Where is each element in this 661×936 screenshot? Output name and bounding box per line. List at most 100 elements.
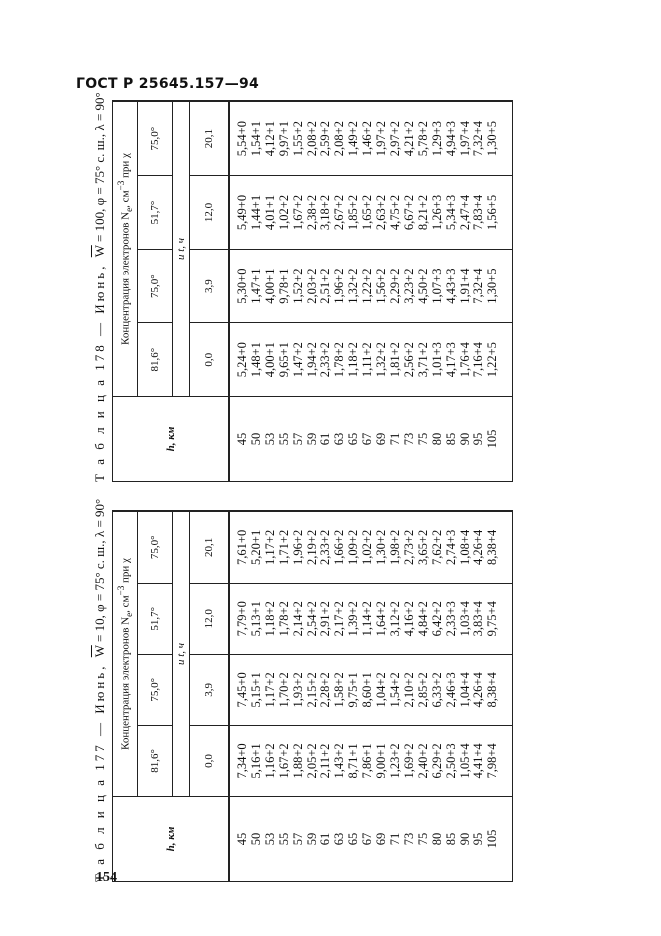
time-header: 3,9 [189,249,229,323]
table-cell: 1,55+2 [290,121,305,157]
time-header: 0,0 [189,725,229,797]
table-cell: 3,12+2 [387,601,402,637]
table-cell: 1,43+2 [332,743,347,779]
table-cell: 2,74+3 [443,529,458,565]
table-cell: 6,33+2 [429,672,444,708]
table-cell: 8,38+4 [485,672,500,708]
table-cell: 4,00+1 [262,342,277,378]
h-value: 73 [401,432,416,446]
table-cell: 4,21+2 [401,121,416,157]
table-cell: 3,83+4 [471,601,486,637]
table-cell: 4,12+1 [262,121,277,157]
angle-header: 75,0° [137,654,173,726]
table-cell: 2,17+2 [332,601,347,637]
table-178: Т а б л и ц а 178 — Июнь, W = 100, φ = 7… [88,92,513,482]
table-cell: 2,54+2 [304,601,319,637]
table-cell: 4,17+3 [443,342,458,378]
h-value: 65 [346,832,361,846]
table-cell: 5,34+3 [443,194,458,231]
table-cell: 7,34+0 [235,743,249,779]
table-cell: 8,71+1 [346,743,361,779]
h-value: 105 [485,429,500,449]
table-cell: 1,09+2 [346,529,361,565]
h-value: 71 [387,432,402,446]
table-cell: 1,18+2 [262,601,277,637]
table-cell: 2,97+2 [387,121,402,157]
table-cell: 8,60+1 [360,672,375,708]
table-cell: 1,88+2 [290,743,305,779]
table-cell: 1,02+2 [276,194,291,231]
table-cell: 1,54+2 [387,672,402,708]
table-cell: 1,01+3 [429,342,444,378]
table-cell: 4,00+1 [262,268,277,304]
table-cell: 5,54+0 [235,121,249,157]
table-cell: 2,15+2 [304,672,319,708]
h-value: 85 [443,832,458,846]
h-value: 69 [374,432,389,446]
table-cell: 4,75+2 [387,194,402,231]
table-cell: 4,50+2 [415,268,430,304]
data-row: 45 50 53 55 57 59 61 63 65 67 69 71 73 75 80 85 90 95 105 7… [229,511,513,882]
table-title: Т а б л и ц а 177 — Июнь, W = 10, φ = 75… [92,498,107,882]
h-value: 53 [262,432,277,446]
table-cell: 1,04+4 [457,672,472,708]
table-cell: 2,03+2 [304,268,319,304]
table-cell: 1,46+2 [360,121,375,157]
h-value: 45 [235,432,249,446]
table-cell: 1,67+2 [276,743,291,779]
table-cell: 1,14+2 [360,601,375,637]
table-cell: 1,96+2 [290,529,305,565]
table-cell: 7,16+4 [471,342,486,378]
value-column: 5,30+0 1,47+1 4,00+1 9,78+1 1,52+2 2,03+2 2,51… [229,249,513,323]
table-cell: 2,08+2 [332,121,347,157]
table-cell: 1,02+2 [360,529,375,565]
table-cell: 4,26+4 [471,672,486,708]
table-cell: 1,11+2 [360,342,375,378]
table-cell: 2,67+2 [332,194,347,231]
table-cell: 2,28+2 [318,672,333,708]
table-cell: 2,33+3 [443,601,458,637]
table-cell: 1,71+2 [276,529,291,565]
time-header: 20,1 [189,511,229,584]
table-cell: 5,16+1 [248,743,263,779]
value-column: 5,24+0 1,48+1 4,00+1 9,65+1 1,47+2 1,94+2 2,33… [229,322,513,397]
angle-header: 81,6° [137,725,173,797]
h-value: 75 [415,432,430,446]
table-cell: 1,30+5 [485,121,500,157]
angle-header: 75,0° [137,249,173,323]
table-cell: 1,97+4 [457,121,472,157]
table-cell: 9,75+1 [346,672,361,708]
h-column-header: h, км [112,396,229,482]
h-value: 57 [290,832,305,846]
time-header: 12,0 [189,583,229,655]
table-cell: 5,15+1 [248,672,263,708]
table-cell: 2,19+2 [304,529,319,565]
table-cell: 8,38+4 [485,529,500,565]
angle-header: 51,7° [137,583,173,655]
group-header: Концентрация электронов Ne, см−3 при χ [112,511,138,797]
value-column: 7,45+0 5,15+1 1,17+2 1,70+2 1,93+2 2,15+2 2,28… [229,654,513,726]
table-cell: 2,14+2 [290,601,305,637]
table-cell: 7,86+1 [360,743,375,779]
table-cell: 1,78+2 [276,601,291,637]
time-label: и t, ч [172,511,190,797]
document-header: ГОСТ Р 25645.157—94 [76,76,260,92]
h-value: 63 [332,832,347,846]
table-cell: 6,29+2 [429,743,444,779]
table-cell: 1,18+2 [346,342,361,378]
table-cell: 7,83+4 [471,194,486,231]
table-cell: 2,08+2 [304,121,319,157]
table-cell: 2,51+2 [318,268,333,304]
table-cell: 1,48+1 [248,342,263,378]
h-value: 67 [360,832,375,846]
table-cell: 8,21+2 [415,194,430,231]
table-cell: 1,17+2 [262,529,277,565]
h-value: 63 [332,432,347,446]
table-cell: 1,05+4 [457,743,472,779]
angle-header: 51,7° [137,175,173,250]
table-cell: 5,20+1 [248,529,263,565]
table-cell: 1,96+2 [332,268,347,304]
table-cell: 1,17+2 [262,672,277,708]
h-value: 50 [248,832,263,846]
table-cell: 1,93+2 [290,672,305,708]
